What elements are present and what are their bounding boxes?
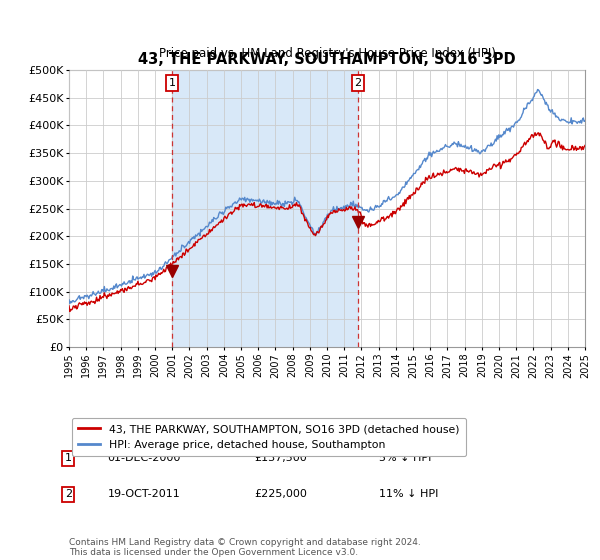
Text: 2: 2 — [65, 489, 72, 499]
Text: 5% ↓ HPI: 5% ↓ HPI — [379, 453, 431, 463]
Text: 2: 2 — [355, 78, 362, 88]
Text: Contains HM Land Registry data © Crown copyright and database right 2024.
This d: Contains HM Land Registry data © Crown c… — [69, 538, 421, 557]
Legend: 43, THE PARKWAY, SOUTHAMPTON, SO16 3PD (detached house), HPI: Average price, det: 43, THE PARKWAY, SOUTHAMPTON, SO16 3PD (… — [72, 418, 466, 456]
Text: £137,500: £137,500 — [255, 453, 308, 463]
Bar — [172, 70, 358, 347]
Text: Price paid vs. HM Land Registry's House Price Index (HPI): Price paid vs. HM Land Registry's House … — [158, 47, 496, 60]
Text: 1: 1 — [169, 78, 176, 88]
Text: 01-DEC-2000: 01-DEC-2000 — [108, 453, 181, 463]
Text: £225,000: £225,000 — [255, 489, 308, 499]
Text: 1: 1 — [65, 453, 72, 463]
Title: 43, THE PARKWAY, SOUTHAMPTON, SO16 3PD: 43, THE PARKWAY, SOUTHAMPTON, SO16 3PD — [138, 53, 516, 67]
Text: 11% ↓ HPI: 11% ↓ HPI — [379, 489, 438, 499]
Text: 19-OCT-2011: 19-OCT-2011 — [108, 489, 181, 499]
